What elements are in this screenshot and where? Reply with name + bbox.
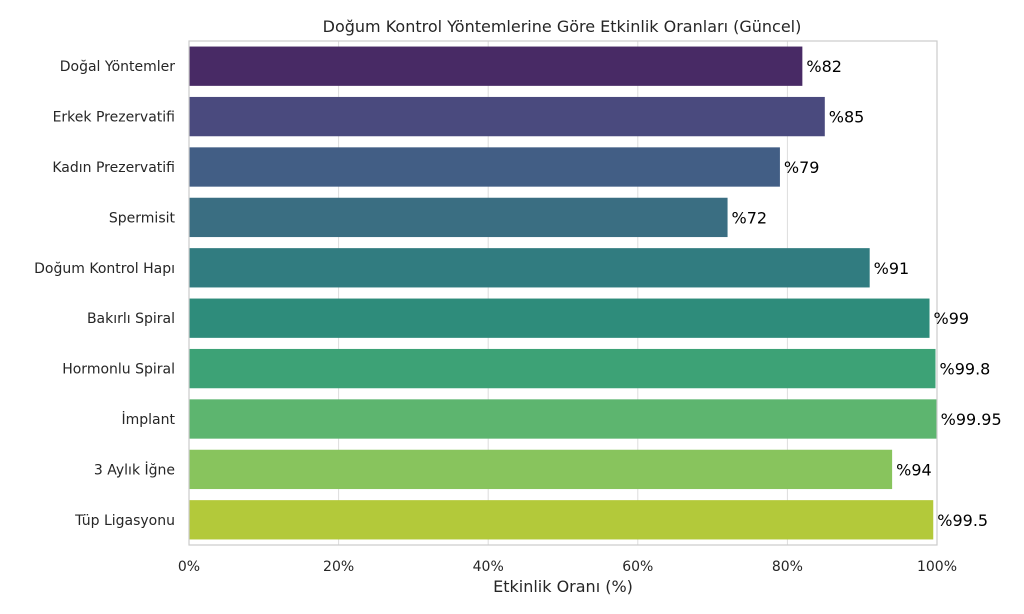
y-tick-label: Tüp Ligasyonu	[74, 513, 175, 529]
x-tick-label: 20%	[323, 559, 354, 575]
data-label: %82	[806, 57, 842, 76]
y-tick-label: İmplant	[122, 410, 176, 428]
bar	[189, 449, 893, 490]
y-tick-label: Doğal Yöntemler	[60, 59, 176, 75]
bar	[189, 399, 937, 439]
data-label: %72	[732, 208, 768, 227]
x-axis-label: Etkinlik Oranı (%)	[493, 577, 633, 596]
data-label: %91	[874, 259, 910, 278]
data-label: %99.5	[937, 511, 988, 530]
data-label: %94	[896, 460, 932, 479]
bar	[189, 298, 930, 338]
bar	[189, 500, 934, 540]
y-tick-label: Kadın Prezervatifi	[52, 160, 175, 176]
bar	[189, 46, 803, 86]
x-tick-label: 0%	[178, 559, 200, 575]
data-label: %99.95	[941, 410, 1002, 429]
bar	[189, 96, 825, 137]
y-tick-label: Erkek Prezervatifi	[53, 110, 175, 126]
y-tick-label: 3 Aylık İğne	[94, 460, 175, 478]
y-tick-label: Hormonlu Spiral	[62, 362, 175, 378]
y-tick-label: Bakırlı Spiral	[87, 311, 175, 327]
bars	[189, 46, 937, 540]
bar	[189, 248, 870, 288]
x-tick-label: 100%	[917, 559, 957, 575]
plot-frame	[188, 40, 938, 546]
y-tick-label: Doğum Kontrol Hapı	[34, 261, 175, 277]
x-tick-label: 60%	[622, 559, 653, 575]
bar	[189, 348, 936, 389]
y-tick-label: Spermisit	[109, 210, 176, 226]
data-labels: %82 %85 %79 %72 %91 %99 %99.8 %99.95 %94 %99.5	[732, 57, 1002, 530]
bar	[189, 147, 780, 187]
y-tick-labels: Doğal Yöntemler Erkek Prezervatifi Kadın P…	[34, 59, 175, 529]
data-label: %99	[934, 309, 970, 328]
data-label: %99.8	[940, 360, 991, 379]
chart-title: Doğum Kontrol Yöntemlerine Göre Etkinlik…	[323, 17, 802, 36]
x-tick-label: 40%	[473, 559, 504, 575]
data-label: %79	[784, 158, 820, 177]
x-tick-label: 80%	[772, 559, 803, 575]
x-tick-labels: 0% 20% 40% 60% 80% 100%	[178, 559, 957, 575]
bar	[189, 197, 728, 238]
data-label: %85	[829, 108, 865, 127]
